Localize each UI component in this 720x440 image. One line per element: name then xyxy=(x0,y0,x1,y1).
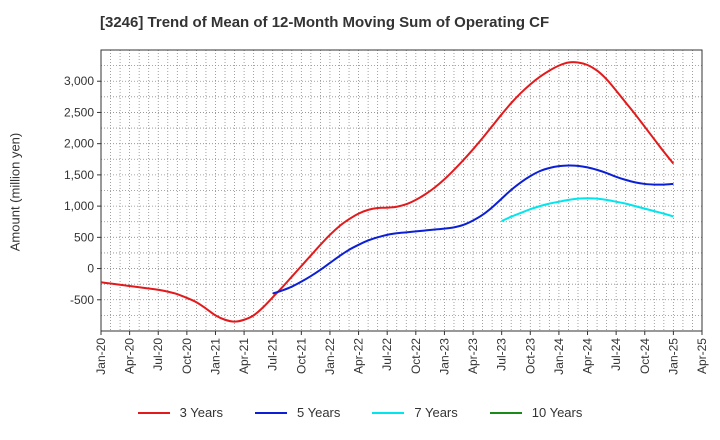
series-line-7-years xyxy=(501,197,674,223)
x-tick-label: Jan-22 xyxy=(323,338,337,375)
y-tick-label: 3,000 xyxy=(64,74,94,88)
series-line-3-years xyxy=(100,61,675,323)
x-tick-label: Oct-23 xyxy=(523,338,537,374)
axes: 3,000 2,500 2,000 1,500 1,000 500 0 -500 Jan-20 A… xyxy=(64,49,709,375)
x-tick-label: Apr-23 xyxy=(466,338,480,374)
x-tick-label: Oct-21 xyxy=(294,338,308,374)
legend-item-10-years: 10 Years xyxy=(489,405,583,420)
grid xyxy=(100,50,703,331)
x-tick-label: Jan-25 xyxy=(666,338,680,375)
x-tick-label: Jan-20 xyxy=(94,338,108,375)
legend-swatch xyxy=(372,411,405,414)
legend-item-7-years: 7 Years xyxy=(372,405,458,420)
legend-label: 10 Years xyxy=(531,405,583,420)
x-tick-label: Apr-21 xyxy=(237,338,251,374)
chart-title: [3246] Trend of Mean of 12-Month Moving … xyxy=(100,14,550,31)
x-tick-label: Jan-24 xyxy=(552,338,566,375)
y-tick-label: 0 xyxy=(87,262,94,276)
x-tick-label: Jul-21 xyxy=(266,338,280,371)
plot-border xyxy=(100,49,703,332)
legend-swatch xyxy=(255,411,287,414)
x-tick-label: Apr-24 xyxy=(581,338,595,374)
series-line-5-years xyxy=(272,164,674,295)
legend-item-5-years: 5 Years xyxy=(255,405,340,420)
legend-swatch xyxy=(137,411,170,414)
x-tick-label: Oct-24 xyxy=(638,338,652,374)
x-tick-label: Jan-23 xyxy=(437,338,451,375)
y-tick-label: 2,000 xyxy=(64,137,94,151)
legend-swatch xyxy=(489,411,522,414)
x-tick-label: Jul-24 xyxy=(609,338,623,371)
legend-label: 3 Years xyxy=(179,405,223,420)
x-tick-label: Apr-25 xyxy=(695,338,709,374)
x-tick-label: Jul-20 xyxy=(151,338,165,371)
x-tick-label: Jul-22 xyxy=(380,338,394,371)
y-tick-label: 500 xyxy=(74,230,94,244)
legend-label: 7 Years xyxy=(414,405,458,420)
legend: 3 Years 5 Years 7 Years 10 Years xyxy=(0,405,720,420)
x-tick-label: Oct-20 xyxy=(180,338,194,374)
x-tick-label: Oct-22 xyxy=(409,338,423,374)
series-lines xyxy=(100,61,675,323)
y-tick-label: -500 xyxy=(70,293,94,307)
legend-label: 5 Years xyxy=(297,405,341,420)
y-tick-label: 2,500 xyxy=(64,105,94,119)
legend-item-3-years: 3 Years xyxy=(137,405,223,420)
y-tick-label: 1,500 xyxy=(64,168,94,182)
x-tick-label: Jul-23 xyxy=(495,338,509,371)
x-tick-label: Apr-20 xyxy=(123,338,137,374)
y-tick-label: 1,000 xyxy=(64,199,94,213)
x-tick-label: Apr-22 xyxy=(352,338,366,374)
x-tick-label: Jan-21 xyxy=(208,338,222,375)
